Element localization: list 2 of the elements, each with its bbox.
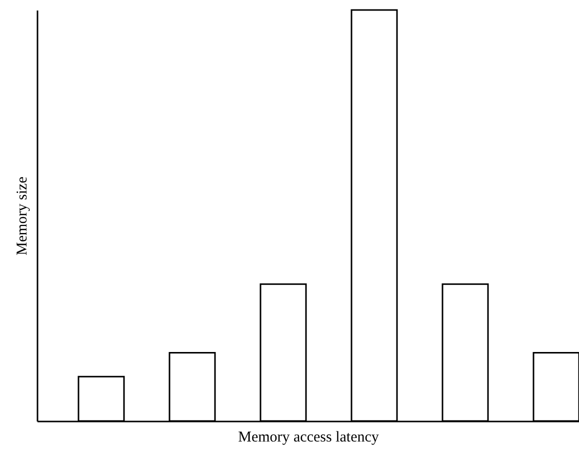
y-axis-title: Memory size bbox=[14, 176, 30, 256]
x-axis-title: Memory access latency bbox=[238, 430, 380, 446]
